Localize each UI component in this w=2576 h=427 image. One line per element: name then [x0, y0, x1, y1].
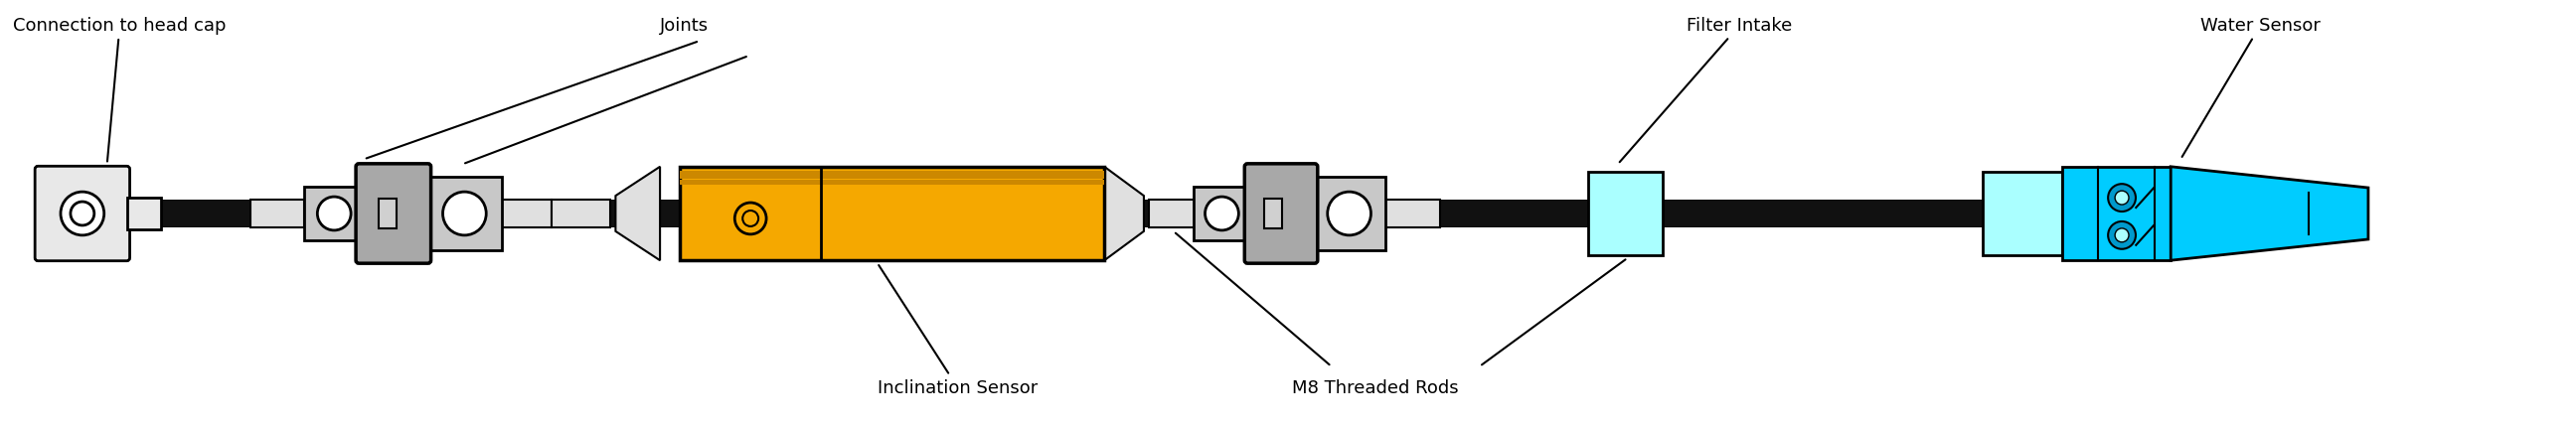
Bar: [250, 200, 304, 228]
FancyBboxPatch shape: [355, 164, 430, 264]
Circle shape: [2107, 222, 2136, 249]
Circle shape: [742, 211, 757, 227]
Circle shape: [2115, 229, 2128, 243]
Circle shape: [317, 197, 350, 231]
Bar: [1265, 199, 1283, 229]
Bar: [1386, 200, 1440, 228]
Bar: [39, 200, 2112, 228]
Circle shape: [443, 192, 487, 236]
Bar: [1193, 187, 1249, 241]
Bar: [379, 199, 397, 229]
Bar: [304, 187, 363, 241]
Bar: [680, 167, 1105, 261]
Text: Water Sensor: Water Sensor: [2182, 17, 2321, 158]
Text: Inclination Sensor: Inclination Sensor: [878, 266, 1038, 396]
FancyBboxPatch shape: [1244, 164, 1316, 264]
Circle shape: [1327, 192, 1370, 236]
FancyBboxPatch shape: [36, 167, 129, 261]
Bar: [551, 200, 611, 228]
Circle shape: [734, 203, 765, 235]
Bar: [502, 200, 551, 228]
Text: Filter Intake: Filter Intake: [1620, 17, 1793, 163]
Bar: [126, 198, 162, 230]
Polygon shape: [1105, 167, 1144, 261]
Bar: [680, 171, 1105, 179]
Circle shape: [1206, 197, 1239, 231]
Bar: [2063, 167, 2172, 261]
Circle shape: [62, 192, 103, 236]
Bar: [1311, 177, 1386, 251]
Text: Joints: Joints: [659, 17, 708, 35]
Circle shape: [70, 202, 95, 226]
Polygon shape: [2172, 167, 2367, 261]
Text: Connection to head cap: Connection to head cap: [13, 17, 227, 162]
Bar: [680, 181, 1105, 185]
Circle shape: [2107, 184, 2136, 212]
Bar: [1149, 200, 1203, 228]
Bar: [428, 177, 502, 251]
Circle shape: [2115, 191, 2128, 205]
Bar: [1589, 172, 1662, 256]
Bar: [1984, 172, 2063, 256]
Text: M8 Threaded Rods: M8 Threaded Rods: [1293, 378, 1458, 396]
Polygon shape: [616, 167, 659, 261]
